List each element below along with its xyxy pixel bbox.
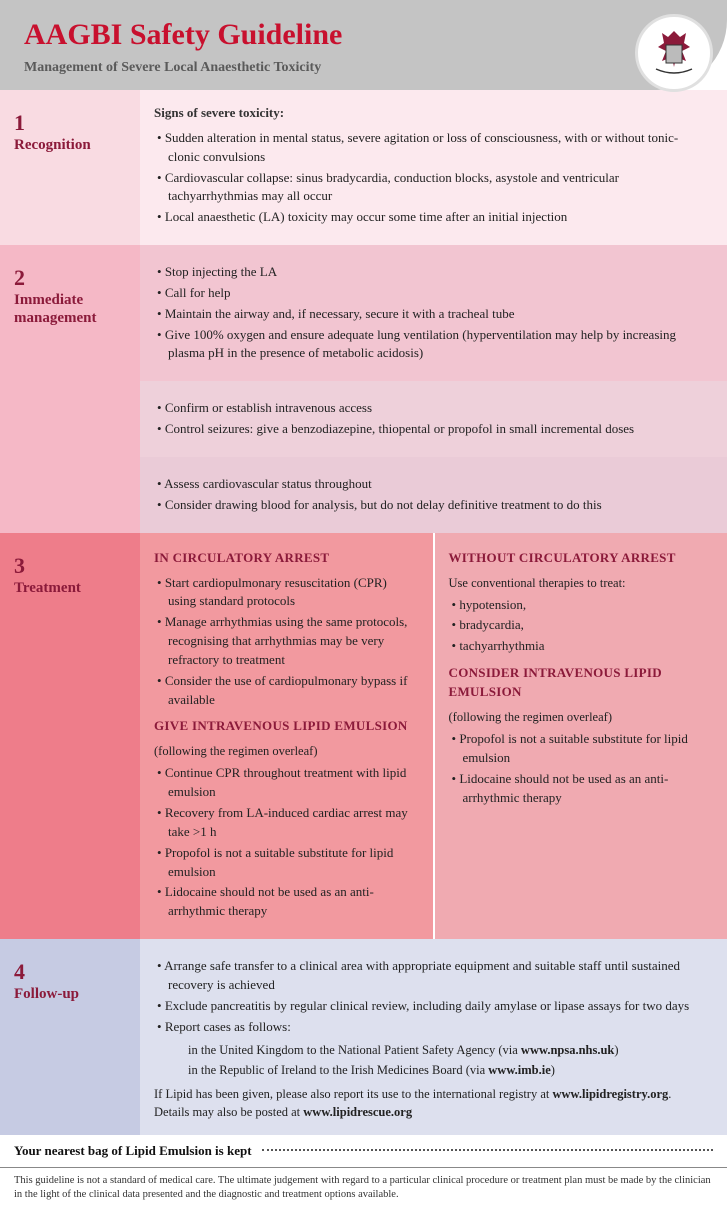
disclaimer: This guideline is not a standard of medi… — [0, 1167, 727, 1214]
list-item: Maintain the airway and, if necessary, s… — [154, 305, 709, 324]
list-item: Call for help — [154, 284, 709, 303]
section-content: IN CIRCULATORY ARREST Start cardiopulmon… — [140, 533, 727, 939]
section-content: Arrange safe transfer to a clinical area… — [140, 939, 727, 1135]
section-immediate-c: Assess cardiovascular status throughout … — [0, 457, 727, 533]
section-number: 1 — [14, 110, 130, 136]
text: in the Republic of Ireland to the Irish … — [188, 1063, 488, 1077]
text: If Lipid has been given, please also rep… — [154, 1087, 553, 1101]
list-item: Manage arrhythmias using the same protoc… — [154, 613, 415, 670]
list-item: Consider drawing blood for analysis, but… — [154, 496, 709, 515]
list-item: Cardiovascular collapse: sinus bradycard… — [154, 169, 709, 207]
link-imb: www.imb.ie — [488, 1063, 551, 1077]
text: ) — [551, 1063, 555, 1077]
list-item: Propofol is not a suitable substitute fo… — [449, 730, 710, 768]
note: (following the regimen overleaf) — [449, 708, 710, 726]
page-subtitle: Management of Severe Local Anaesthetic T… — [24, 60, 703, 76]
link-registry: www.lipidregistry.org — [553, 1087, 669, 1101]
list-item: Arrange safe transfer to a clinical area… — [154, 957, 709, 995]
list-item: Consider the use of cardiopulmonary bypa… — [154, 672, 415, 710]
bullet-list: Continue CPR throughout treatment with l… — [154, 764, 415, 921]
section-content: Confirm or establish intravenous access … — [140, 381, 727, 457]
list-item: Exclude pancreatitis by regular clinical… — [154, 997, 709, 1016]
section-followup: 4 Follow-up Arrange safe transfer to a c… — [0, 939, 727, 1135]
link-rescue: www.lipidrescue.org — [303, 1105, 412, 1119]
sub-heading: GIVE INTRAVENOUS LIPID EMULSION — [154, 717, 415, 736]
text: ) — [614, 1043, 618, 1057]
sub-heading: CONSIDER INTRAVENOUS LIPID EMULSION — [449, 664, 710, 702]
list-item: Recovery from LA-induced cardiac arrest … — [154, 804, 415, 842]
list-item: Stop injecting the LA — [154, 263, 709, 282]
lead-text: Use conventional therapies to treat: — [449, 574, 710, 592]
dotted-line — [262, 1149, 713, 1151]
list-item: Assess cardiovascular status throughout — [154, 475, 709, 494]
list-item: Confirm or establish intravenous access — [154, 399, 709, 418]
section-label: 1 Recognition — [0, 90, 140, 245]
lipid-location-line: Your nearest bag of Lipid Emulsion is ke… — [0, 1135, 727, 1167]
list-item: Lidocaine should not be used as an anti-… — [449, 770, 710, 808]
text: in the United Kingdom to the National Pa… — [188, 1043, 521, 1057]
list-item: tachyarrhythmia — [449, 637, 710, 656]
section-name: Treatment — [14, 579, 130, 597]
section-name: Immediate management — [14, 291, 130, 327]
section-number: 4 — [14, 959, 130, 985]
bullet-list: Assess cardiovascular status throughout … — [154, 475, 709, 515]
guideline-page: AAGBI Safety Guideline Management of Sev… — [0, 0, 727, 1214]
list-item: Propofol is not a suitable substitute fo… — [154, 844, 415, 882]
section-label: 4 Follow-up — [0, 939, 140, 1135]
section-treatment: 3 Treatment IN CIRCULATORY ARREST Start … — [0, 533, 727, 939]
header: AAGBI Safety Guideline Management of Sev… — [0, 0, 727, 90]
treatment-arrest: IN CIRCULATORY ARREST Start cardiopulmon… — [140, 533, 433, 939]
sub-item: in the United Kingdom to the National Pa… — [154, 1041, 709, 1059]
section-content: Assess cardiovascular status throughout … — [140, 457, 727, 533]
list-item: Continue CPR throughout treatment with l… — [154, 764, 415, 802]
bullet-list: Start cardiopulmonary resuscitation (CPR… — [154, 574, 415, 710]
sub-item: in the Republic of Ireland to the Irish … — [154, 1061, 709, 1079]
list-item: Lidocaine should not be used as an anti-… — [154, 883, 415, 921]
section-content: Stop injecting the LA Call for help Main… — [140, 245, 727, 381]
list-item: Control seizures: give a benzodiazepine,… — [154, 420, 709, 439]
spacer — [0, 457, 140, 533]
kept-text: Your nearest bag of Lipid Emulsion is ke… — [14, 1143, 252, 1159]
bullet-list: Confirm or establish intravenous access … — [154, 399, 709, 439]
link-npsa: www.npsa.nhs.uk — [521, 1043, 614, 1057]
section-label: 2 Immediate management — [0, 245, 140, 381]
extra-note: If Lipid has been given, please also rep… — [154, 1085, 709, 1121]
section-recognition: 1 Recognition Signs of severe toxicity: … — [0, 90, 727, 245]
bullet-list: Propofol is not a suitable substitute fo… — [449, 730, 710, 807]
bullet-list: hypotension, bradycardia, tachyarrhythmi… — [449, 596, 710, 657]
section-label: 3 Treatment — [0, 533, 140, 939]
section-name: Recognition — [14, 136, 130, 154]
section-number: 3 — [14, 553, 130, 579]
spacer — [0, 381, 140, 457]
section-immediate-b: Confirm or establish intravenous access … — [0, 381, 727, 457]
list-item: Local anaesthetic (LA) toxicity may occu… — [154, 208, 709, 227]
list-item: bradycardia, — [449, 616, 710, 635]
page-title: AAGBI Safety Guideline — [24, 18, 703, 52]
list-item: Sudden alteration in mental status, seve… — [154, 129, 709, 167]
list-item: hypotension, — [449, 596, 710, 615]
section-content: Signs of severe toxicity: Sudden alterat… — [140, 90, 727, 245]
list-item: Start cardiopulmonary resuscitation (CPR… — [154, 574, 415, 612]
section-immediate-management: 2 Immediate management Stop injecting th… — [0, 245, 727, 381]
bullet-list: Arrange safe transfer to a clinical area… — [154, 957, 709, 1036]
sub-heading: IN CIRCULATORY ARREST — [154, 549, 415, 568]
section-name: Follow-up — [14, 985, 130, 1003]
crest-logo — [635, 14, 713, 92]
section-number: 2 — [14, 265, 130, 291]
bullet-list: Stop injecting the LA Call for help Main… — [154, 263, 709, 363]
note: (following the regimen overleaf) — [154, 742, 415, 760]
crest-icon — [646, 25, 702, 81]
content-heading: Signs of severe toxicity: — [154, 104, 709, 123]
bullet-list: Sudden alteration in mental status, seve… — [154, 129, 709, 227]
list-item: Give 100% oxygen and ensure adequate lun… — [154, 326, 709, 364]
sub-heading: WITHOUT CIRCULATORY ARREST — [449, 549, 710, 568]
treatment-no-arrest: WITHOUT CIRCULATORY ARREST Use conventio… — [433, 533, 727, 939]
list-item: Report cases as follows: — [154, 1018, 709, 1037]
